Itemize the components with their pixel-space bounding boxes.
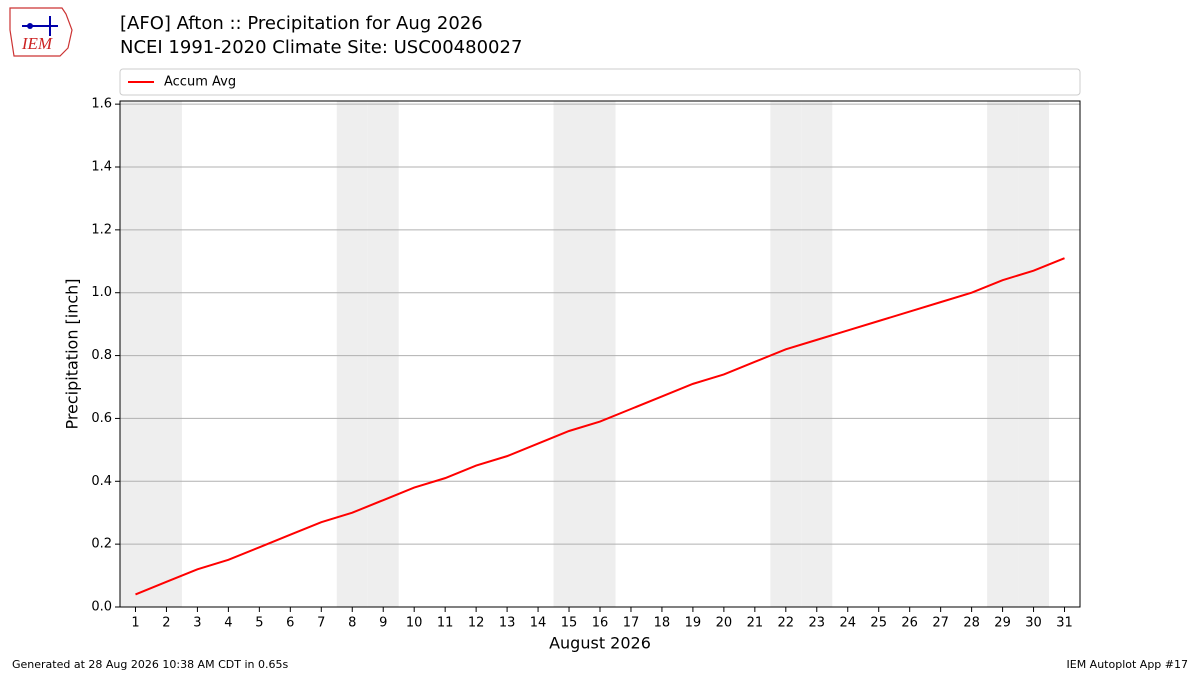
weekend-shade bbox=[336, 101, 368, 607]
x-tick-label: 12 bbox=[468, 616, 485, 631]
data-line bbox=[135, 257, 1065, 596]
weekend-shade bbox=[553, 101, 585, 607]
plot-frame bbox=[119, 100, 1081, 608]
y-tick-label: 0.6 bbox=[91, 411, 112, 426]
chart-subtitle: NCEI 1991-2020 Climate Site: USC00480027 bbox=[120, 37, 522, 58]
logo-text: IEM bbox=[21, 34, 53, 53]
x-tick-label: 16 bbox=[592, 616, 609, 631]
x-tick-label: 27 bbox=[932, 616, 949, 631]
weekend-shade bbox=[584, 101, 616, 607]
legend-box bbox=[119, 68, 1081, 96]
weekend-shade bbox=[1018, 101, 1050, 607]
x-tick-label: 6 bbox=[286, 616, 294, 631]
x-tick-label: 26 bbox=[901, 616, 918, 631]
x-tick-label: 18 bbox=[654, 616, 671, 631]
x-tick-label: 24 bbox=[839, 616, 856, 631]
x-axis-label: August 2026 bbox=[549, 634, 651, 653]
x-tick-label: 13 bbox=[499, 616, 516, 631]
x-tick-label: 19 bbox=[685, 616, 702, 631]
x-tick-label: 14 bbox=[530, 616, 547, 631]
x-tick-label: 5 bbox=[255, 616, 263, 631]
y-tick-label: 0.4 bbox=[91, 474, 112, 489]
x-tick-label: 9 bbox=[379, 616, 387, 631]
x-tick-label: 3 bbox=[193, 616, 201, 631]
x-tick-label: 25 bbox=[870, 616, 887, 631]
weekend-shade bbox=[150, 101, 182, 607]
x-tick-label: 22 bbox=[778, 616, 795, 631]
chart-title: [AFO] Afton :: Precipitation for Aug 202… bbox=[120, 13, 483, 34]
x-tick-label: 30 bbox=[1025, 616, 1042, 631]
y-tick-label: 0.2 bbox=[91, 537, 112, 552]
logo: IEM bbox=[9, 7, 73, 57]
x-tick-label: 15 bbox=[561, 616, 578, 631]
logo-outline bbox=[9, 7, 73, 57]
legend-label: Accum Avg bbox=[164, 75, 236, 90]
x-tick-label: 31 bbox=[1056, 616, 1073, 631]
x-tick-label: 21 bbox=[747, 616, 764, 631]
weekend-shade bbox=[120, 101, 151, 607]
x-tick-label: 17 bbox=[623, 616, 640, 631]
y-tick-label: 0.0 bbox=[91, 600, 112, 615]
plot-area bbox=[120, 101, 1080, 608]
y-tick-label: 1.4 bbox=[91, 160, 112, 175]
y-axis-label: Precipitation [inch] bbox=[63, 278, 82, 429]
footer-left: Generated at 28 Aug 2026 10:38 AM CDT in… bbox=[12, 658, 288, 671]
x-tick-label: 2 bbox=[162, 616, 170, 631]
x-tick-label: 29 bbox=[994, 616, 1011, 631]
x-tick-label: 10 bbox=[406, 616, 423, 631]
x-tick-label: 20 bbox=[716, 616, 733, 631]
x-tick-label: 23 bbox=[809, 616, 826, 631]
weekend-shade bbox=[801, 101, 833, 607]
footer-right: IEM Autoplot App #17 bbox=[1067, 658, 1189, 671]
x-tick-label: 4 bbox=[224, 616, 232, 631]
weekend-shade bbox=[987, 101, 1019, 607]
x-tick-label: 11 bbox=[437, 616, 454, 631]
y-tick-label: 1.6 bbox=[91, 97, 112, 112]
x-tick-label: 28 bbox=[963, 616, 980, 631]
y-tick-label: 0.8 bbox=[91, 348, 112, 363]
logo-icon bbox=[27, 23, 33, 29]
x-tick-label: 1 bbox=[131, 616, 139, 631]
x-tick-label: 8 bbox=[348, 616, 356, 631]
weekend-shade bbox=[367, 101, 399, 607]
y-tick-label: 1.0 bbox=[91, 285, 112, 300]
x-tick-label: 7 bbox=[317, 616, 325, 631]
y-tick-label: 1.2 bbox=[91, 222, 112, 237]
